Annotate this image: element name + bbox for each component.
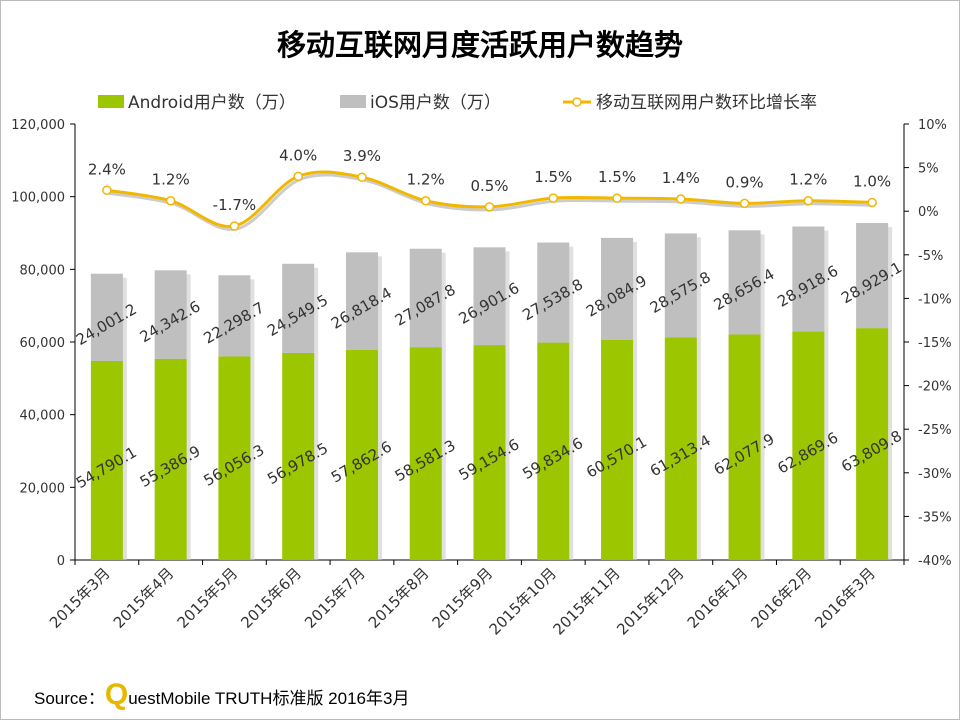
growth-point	[867, 197, 877, 208]
bar-android	[601, 339, 634, 560]
x-tick-label: 2015年6月	[237, 564, 305, 632]
y2-tick-label: -10%	[918, 292, 952, 307]
data-label-growth: 2.4%	[88, 160, 126, 178]
data-label-growth: -1.7%	[213, 196, 257, 214]
bar-android	[792, 331, 825, 560]
data-label-growth: 1.2%	[789, 171, 827, 189]
growth-point	[739, 198, 750, 209]
data-label-growth: 1.5%	[534, 168, 572, 186]
bar-ios	[154, 270, 187, 359]
source-note: Source：QuestMobile TRUTH标准版 2016年3月	[34, 680, 410, 710]
y2-tick-label: 10%	[918, 118, 947, 133]
y2-tick-label: -40%	[918, 554, 952, 569]
legend-swatch	[340, 95, 366, 108]
questmobile-logo: Q	[104, 678, 129, 711]
y-tick-label: 20,000	[20, 481, 66, 496]
bar-ios	[90, 273, 123, 361]
data-label-growth: 1.4%	[662, 169, 700, 187]
x-tick-label: 2015年7月	[301, 564, 369, 632]
growth-point	[420, 195, 431, 206]
chart-title: 移动互联网月度活跃用户数趋势	[276, 28, 683, 62]
x-tick-label: 2015年12月	[613, 564, 687, 638]
growth-point	[229, 221, 240, 231]
chart: 0 20,000 40,000 60,000 80,000 100,000 120,000 -…	[11, 93, 952, 639]
bar-ios	[409, 248, 442, 348]
y-tick-label: 60,000	[20, 336, 66, 351]
legend-label: Android用户数（万）	[128, 93, 296, 113]
growth-point	[165, 195, 176, 206]
growth-point	[676, 194, 686, 204]
x-tick-label: 2016年3月	[811, 564, 879, 632]
bar-ios	[282, 263, 315, 353]
legend-line-marker	[572, 97, 582, 107]
source-prefix: Source：	[34, 689, 105, 708]
y-tick-label: 100,000	[11, 191, 65, 206]
legend-label: iOS用户数（万）	[370, 93, 501, 113]
bar-android	[728, 334, 761, 560]
y2-tick-label: -35%	[918, 510, 952, 525]
source-text: uestMobile TRUTH标准版 2016年3月	[128, 689, 410, 708]
bar-ios	[537, 242, 570, 343]
bar-ios	[792, 226, 825, 332]
x-tick-label: 2015年9月	[429, 564, 497, 632]
x-tick-label: 2015年3月	[46, 564, 114, 632]
growth-point	[803, 195, 814, 206]
y2-tick-label: -20%	[918, 380, 952, 395]
bar-android	[856, 328, 889, 560]
y-tick-label: 40,000	[20, 409, 66, 424]
x-tick-label: 2015年10月	[486, 564, 560, 638]
data-label-growth: 1.0%	[853, 172, 891, 190]
bar-ios	[856, 223, 889, 329]
growth-point	[548, 193, 559, 203]
y-tick-label: 80,000	[20, 263, 66, 278]
data-label-growth: 3.9%	[343, 147, 381, 165]
growth-point	[612, 193, 622, 203]
bar-android	[90, 360, 123, 560]
growth-point	[484, 202, 495, 212]
y2-tick-label: -25%	[918, 423, 952, 438]
legend-label: 移动互联网用户数环比增长率	[596, 93, 817, 113]
growth-point	[102, 185, 112, 196]
growth-point	[357, 172, 367, 182]
bar-android	[473, 345, 506, 560]
legend-swatch	[98, 95, 124, 108]
x-tick-label: 2015年4月	[110, 564, 178, 632]
bar-android	[154, 358, 187, 560]
data-label-growth: 1.2%	[152, 171, 190, 189]
x-tick-label: 2015年5月	[174, 564, 242, 632]
data-label-growth: 4.0%	[279, 146, 317, 164]
data-label-growth: 0.9%	[726, 173, 764, 191]
x-tick-label: 2016年2月	[747, 564, 815, 632]
bar-android	[218, 356, 251, 560]
x-tick-label: 2015年11月	[549, 564, 623, 638]
x-tick-label: 2016年1月	[684, 564, 752, 632]
bar-ios	[601, 237, 634, 340]
y-tick-label: 0	[57, 554, 65, 569]
bar-ios	[345, 252, 378, 350]
y2-tick-label: 5%	[918, 162, 939, 177]
y2-tick-label: -5%	[918, 249, 943, 264]
y-tick-label: 120,000	[11, 118, 65, 133]
bar-android	[664, 337, 697, 560]
bar-ios	[218, 275, 251, 357]
bar-ios	[473, 247, 506, 346]
growth-point	[293, 171, 303, 182]
data-label-growth: 1.2%	[407, 171, 445, 189]
data-label-growth: 1.5%	[598, 168, 636, 186]
bar-android	[409, 347, 442, 560]
bar-ios	[664, 233, 697, 338]
y2-tick-label: -15%	[918, 336, 952, 351]
bar-android	[537, 342, 570, 560]
y2-tick-label: 0%	[918, 205, 939, 220]
x-tick-label: 2015年8月	[365, 564, 433, 632]
bar-android	[282, 352, 315, 560]
y2-tick-label: -30%	[918, 467, 952, 482]
bar-android	[345, 349, 378, 560]
data-label-growth: 0.5%	[470, 177, 508, 195]
bar-ios	[728, 230, 761, 335]
